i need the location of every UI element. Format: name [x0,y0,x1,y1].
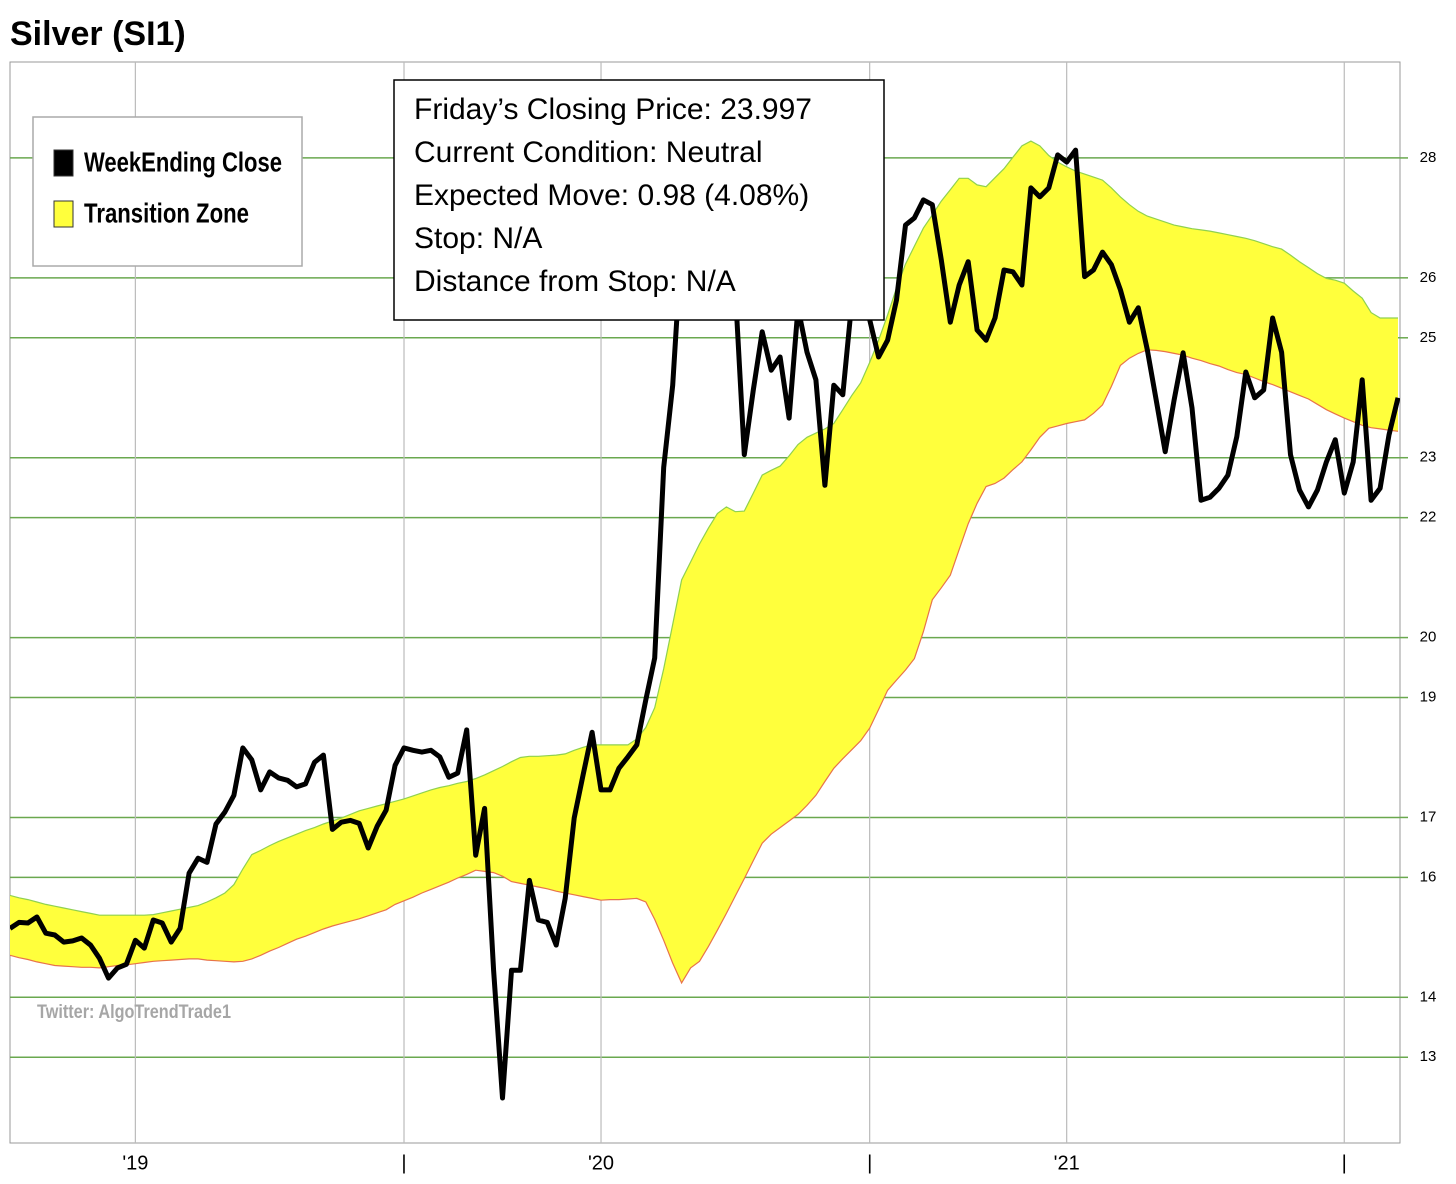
y-tick-label: 28 [1420,149,1437,166]
y-tick-label: 16 [1420,868,1437,885]
x-tick-label: '19 [122,1152,148,1174]
transition-zone [10,141,1398,983]
info-line: Expected Move: 0.98 (4.08%) [414,179,809,212]
legend-label: Transition Zone [84,197,249,228]
legend-swatch [53,149,74,177]
y-tick-label: 19 [1420,688,1437,705]
x-tick-label: '20 [588,1152,614,1174]
zone-lower-edge [10,349,1399,985]
legend-label: WeekEnding Close [84,146,282,177]
info-line: Stop: N/A [414,222,542,255]
x-tick-label: | [1342,1152,1347,1174]
y-tick-label: 25 [1420,329,1437,346]
info-box [393,79,885,321]
watermark: Twitter: AlgoTrendTrade1 [37,1002,231,1023]
legend-swatch [53,200,74,228]
y-tick-label: 22 [1420,509,1437,526]
y-tick-label: 17 [1420,808,1437,825]
chart-title: Silver (SI1) [10,15,186,53]
x-tick-label: | [401,1152,406,1174]
zone-upper-edge [10,140,1398,916]
x-tick-label: '21 [1054,1152,1080,1174]
legend-box [32,116,303,267]
y-tick-label: 13 [1420,1048,1437,1065]
info-line: Current Condition: Neutral [414,136,763,169]
y-tick-label: 20 [1420,629,1437,646]
x-tick-label: | [867,1152,872,1174]
y-tick-label: 14 [1420,988,1437,1005]
info-line: Friday’s Closing Price: 23.997 [414,93,812,126]
y-tick-label: 26 [1420,269,1437,286]
info-line: Distance from Stop: N/A [414,265,736,298]
y-tick-label: 23 [1420,449,1437,466]
